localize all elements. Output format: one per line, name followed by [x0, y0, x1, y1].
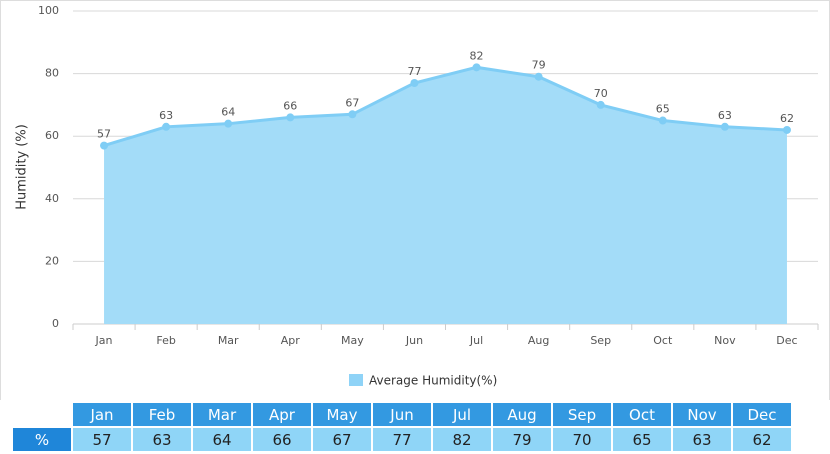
value-cell: 65 [613, 428, 671, 451]
value-cell: 57 [73, 428, 131, 451]
y-tick-label: 20 [45, 254, 59, 267]
x-tick-label: Apr [281, 334, 301, 347]
y-tick-label: 100 [38, 4, 59, 17]
value-label: 79 [532, 59, 546, 72]
point [100, 141, 109, 150]
y-tick-label: 0 [52, 317, 59, 330]
legend-swatch [349, 374, 363, 386]
value-label: 64 [221, 106, 235, 119]
value-label: 63 [159, 109, 173, 122]
value-label: 82 [470, 49, 484, 62]
row-label: % [13, 428, 71, 451]
area [104, 67, 787, 324]
x-tick-label: Jun [405, 334, 423, 347]
line [103, 65, 788, 148]
y-tick-label: 60 [45, 129, 59, 142]
x-tick-label: Jul [469, 334, 483, 347]
header-cell: Aug [493, 403, 551, 426]
value-cell: 70 [553, 428, 611, 451]
x-tick-label: Feb [156, 334, 175, 347]
header-cell: Feb [133, 403, 191, 426]
x-tick-label: Aug [528, 334, 549, 347]
header-cell: Sep [553, 403, 611, 426]
header-cell: Jan [73, 403, 131, 426]
value-cell: 63 [133, 428, 191, 451]
point [162, 122, 171, 131]
header-row: Jan Feb Mar Apr May Jun Jul Aug Sep Oct Nov Dec [13, 403, 791, 426]
point [224, 119, 233, 128]
y-tick-label: 40 [45, 192, 59, 205]
header-cell: Mar [193, 403, 251, 426]
data-table: Jan Feb Mar Apr May Jun Jul Aug Sep Oct Nov Dec % 57… [11, 401, 793, 453]
value-label: 67 [345, 96, 359, 109]
x-tick-label: Oct [653, 334, 673, 347]
header-cell: Nov [673, 403, 731, 426]
y-axis-title: Humidity (%) [15, 124, 30, 210]
value-cell: 66 [253, 428, 311, 451]
point [782, 125, 791, 134]
header-cell: May [313, 403, 371, 426]
chart: Humidity (%) 0 20 40 60 80 100 Jan Feb Mar Apr May… [0, 0, 830, 400]
blank-cell [13, 403, 71, 426]
value-cell: 63 [673, 428, 731, 451]
value-label: 66 [283, 99, 297, 112]
value-cell: 82 [433, 428, 491, 451]
point [596, 100, 605, 109]
header-cell: Jun [373, 403, 431, 426]
value-label: 70 [594, 87, 608, 100]
x-tick-label: Sep [590, 334, 611, 347]
point [658, 116, 667, 125]
x-tick-label: Dec [776, 334, 797, 347]
header-cell: Apr [253, 403, 311, 426]
header-cell: Oct [613, 403, 671, 426]
value-cell: 79 [493, 428, 551, 451]
value-cell: 62 [733, 428, 791, 451]
value-label: 63 [718, 109, 732, 122]
value-cell: 77 [373, 428, 431, 451]
header-cell: Dec [733, 403, 791, 426]
value-label: 77 [407, 65, 421, 78]
x-tick-label: Mar [218, 334, 239, 347]
x-tick-label: Jan [95, 334, 113, 347]
y-tick-label: 80 [45, 67, 59, 80]
point [348, 110, 357, 119]
value-label: 65 [656, 103, 670, 116]
value-label: 57 [97, 128, 111, 141]
header-cell: Jul [433, 403, 491, 426]
point [410, 78, 419, 87]
point [534, 72, 543, 81]
value-row: % 57 63 64 66 67 77 82 79 70 65 63 62 [13, 428, 791, 451]
point [720, 122, 729, 131]
x-tick-label: May [341, 334, 364, 347]
value-label: 62 [780, 112, 794, 125]
value-cell: 67 [313, 428, 371, 451]
point [472, 63, 481, 72]
legend-label: Average Humidity(%) [369, 374, 497, 388]
x-tick-label: Nov [714, 334, 736, 347]
value-cell: 64 [193, 428, 251, 451]
point [286, 113, 295, 122]
